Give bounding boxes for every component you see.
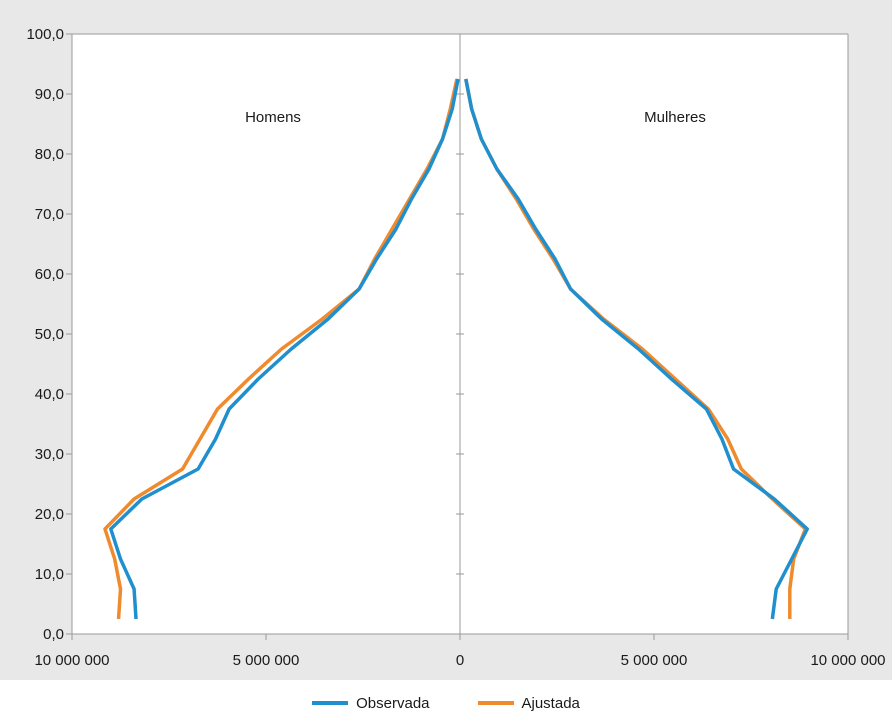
x-tick-label: 5 000 000 (233, 652, 300, 669)
y-tick-label: 20,0 (35, 506, 64, 523)
y-tick-label: 80,0 (35, 146, 64, 163)
x-tick-label: 5 000 000 (621, 652, 688, 669)
legend-item-observada: Observada (312, 694, 430, 712)
series-layer (103, 78, 810, 620)
labels-layer: 0,0 10,0 20,0 30,0 40,0 50,0 60,0 70,0 80,0 90,0 1… (26, 26, 885, 669)
y-tick-label: 60,0 (35, 266, 64, 283)
legend-item-ajustada: Ajustada (477, 694, 580, 712)
population-pyramid-chart: 0,0 10,0 20,0 30,0 40,0 50,0 60,0 70,0 80,0 90,0 1… (26, 26, 885, 669)
axes-layer (66, 33, 849, 640)
legend-swatch-ajustada (477, 701, 514, 705)
series-line-observada-homens (109, 78, 460, 620)
panel-label-homens: Homens (245, 109, 301, 126)
legend-swatch-observada (312, 701, 349, 705)
y-tick-label: 100,0 (26, 26, 64, 43)
legend-label-ajustada: Ajustada (521, 694, 580, 712)
legend-label-observada: Observada (356, 694, 430, 712)
y-tick-label: 40,0 (35, 386, 64, 403)
y-tick-label: 30,0 (35, 446, 64, 463)
series-line-observada-mulheres (464, 78, 810, 620)
x-tick-label: 10 000 000 (34, 652, 109, 669)
y-tick-label: 0,0 (43, 626, 64, 643)
y-tick-label: 70,0 (35, 206, 64, 223)
x-tick-label: 0 (456, 652, 464, 669)
panel-label-mulheres: Mulheres (644, 109, 706, 126)
y-tick-label: 90,0 (35, 86, 64, 103)
legend: Observada Ajustada (0, 688, 892, 718)
x-tick-label: 10 000 000 (810, 652, 885, 669)
y-tick-label: 50,0 (35, 326, 64, 343)
y-tick-label: 10,0 (35, 566, 64, 583)
